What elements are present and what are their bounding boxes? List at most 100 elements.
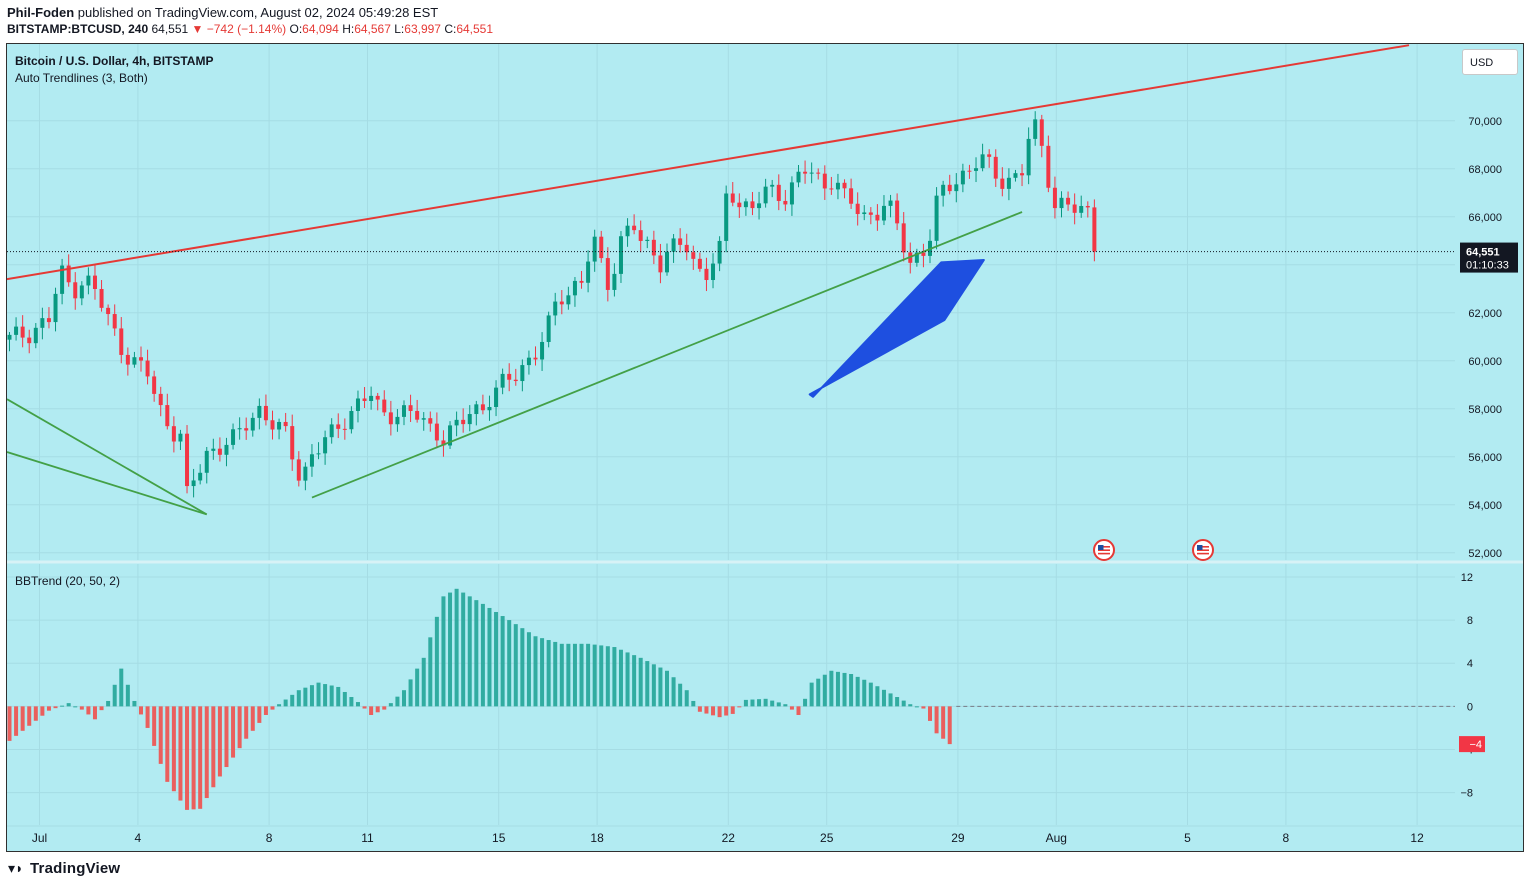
osc-bar <box>592 644 597 707</box>
chart-canvas[interactable]: 52,00054,00056,00058,00060,00062,00064,0… <box>7 44 1523 851</box>
candle-body <box>125 354 130 365</box>
candle-body <box>375 395 380 400</box>
candle-body <box>921 252 926 256</box>
osc-bar <box>336 686 341 707</box>
osc-bar <box>500 616 505 707</box>
osc-bar <box>191 706 196 810</box>
osc-bar <box>842 672 847 707</box>
tradingview-logo[interactable]: ▾◗ TradingView <box>8 860 120 877</box>
candle-body <box>881 205 886 221</box>
time-tick-label: Aug <box>1046 831 1067 845</box>
osc-bar <box>520 628 525 707</box>
osc-bar <box>20 706 25 731</box>
osc-bar <box>750 699 755 707</box>
osc-bar <box>257 706 262 723</box>
time-tick-label: 15 <box>492 831 506 845</box>
osc-bar <box>671 677 676 707</box>
osc-bar <box>743 699 748 707</box>
arrow-drawing[interactable] <box>808 259 985 398</box>
osc-bar <box>46 706 51 711</box>
candle-body <box>487 407 492 411</box>
osc-tick-label: 12 <box>1461 572 1473 584</box>
osc-bar <box>309 685 314 707</box>
candle-body <box>526 357 531 366</box>
flag-stripe <box>1197 552 1209 555</box>
osc-bar <box>99 706 104 711</box>
support-trendline[interactable] <box>7 398 208 516</box>
currency-button[interactable]: USD <box>1462 49 1518 75</box>
candle-body <box>579 280 584 283</box>
us-flag-event-icon[interactable] <box>1192 539 1214 561</box>
candle-body <box>599 236 604 259</box>
osc-bar <box>263 706 268 715</box>
publisher-name[interactable]: Phil-Foden <box>7 5 75 20</box>
osc-bar <box>835 671 840 707</box>
candle-body <box>1026 138 1031 176</box>
time-tick-label: 22 <box>722 831 736 845</box>
candle-body <box>336 424 341 429</box>
candle-body <box>1046 145 1051 188</box>
indicator-label[interactable]: Auto Trendlines (3, Both) <box>15 71 148 85</box>
candle-body <box>546 315 551 342</box>
osc-bar <box>770 700 775 707</box>
osc-bar <box>638 657 643 707</box>
support-trendline[interactable] <box>311 211 1023 499</box>
us-flag-event-icon[interactable] <box>1093 539 1115 561</box>
candle-body <box>112 314 117 329</box>
candle-body <box>691 252 696 259</box>
candle-body <box>1079 205 1084 213</box>
price-tick-label: 54,000 <box>1468 500 1502 512</box>
osc-bar <box>139 706 143 715</box>
support-trendline[interactable] <box>7 451 208 516</box>
osc-bar <box>678 683 683 707</box>
osc-bar <box>862 679 867 707</box>
candle-body <box>244 428 249 431</box>
osc-bar <box>829 670 834 707</box>
candle-body <box>132 357 137 365</box>
candle-body <box>178 433 183 442</box>
candle-body <box>855 203 860 215</box>
osc-bar <box>355 702 360 707</box>
candle-body <box>816 172 821 174</box>
candle-body <box>20 326 25 338</box>
time-tick-label: 29 <box>951 831 965 845</box>
candle-body <box>1052 187 1057 209</box>
osc-bar <box>730 706 735 714</box>
candle-body <box>27 337 32 344</box>
osc-bar <box>908 704 913 707</box>
candle-body <box>185 433 190 487</box>
osc-bar <box>822 674 827 707</box>
flag-stripe <box>1098 549 1110 551</box>
osc-bar <box>132 700 137 707</box>
osc-bar <box>125 684 130 707</box>
symbol-label: BITSTAMP:BTCUSD, 240 <box>7 22 149 36</box>
candle-body <box>79 285 84 299</box>
candle-body <box>257 405 262 418</box>
candle-body <box>106 307 111 315</box>
trendlines[interactable] <box>7 44 1455 516</box>
down-triangle-icon: ▼ <box>191 22 204 36</box>
grid-lines <box>7 44 1523 827</box>
candle-body <box>717 240 722 264</box>
time-tick-label: 8 <box>1283 831 1290 845</box>
candle-body <box>967 170 972 172</box>
osc-bar <box>171 706 176 792</box>
osc-bar <box>888 693 893 707</box>
chart-frame[interactable]: 52,00054,00056,00058,00060,00062,00064,0… <box>6 43 1524 852</box>
flag-canton <box>1098 545 1104 550</box>
resistance-trendline[interactable] <box>7 44 1410 281</box>
candle-body <box>605 258 610 290</box>
osc-bar <box>204 706 209 799</box>
price-axis[interactable]: 52,00054,00056,00058,00060,00062,00064,0… <box>1459 116 1518 800</box>
candle-body <box>1006 177 1011 189</box>
economic-events[interactable] <box>1093 539 1214 561</box>
candle-body <box>974 168 979 171</box>
oscillator-label[interactable]: BBTrend (20, 50, 2) <box>15 574 120 588</box>
candle-body <box>875 214 880 221</box>
time-axis[interactable]: Jul 4 8 11 15 18 22 25 29 Aug 5 8 12 <box>32 831 1424 845</box>
osc-bar <box>211 706 216 788</box>
osc-bar <box>513 624 518 707</box>
time-tick-label: 8 <box>266 831 273 845</box>
arrow-shape[interactable] <box>808 259 985 398</box>
candle-body <box>448 425 453 446</box>
